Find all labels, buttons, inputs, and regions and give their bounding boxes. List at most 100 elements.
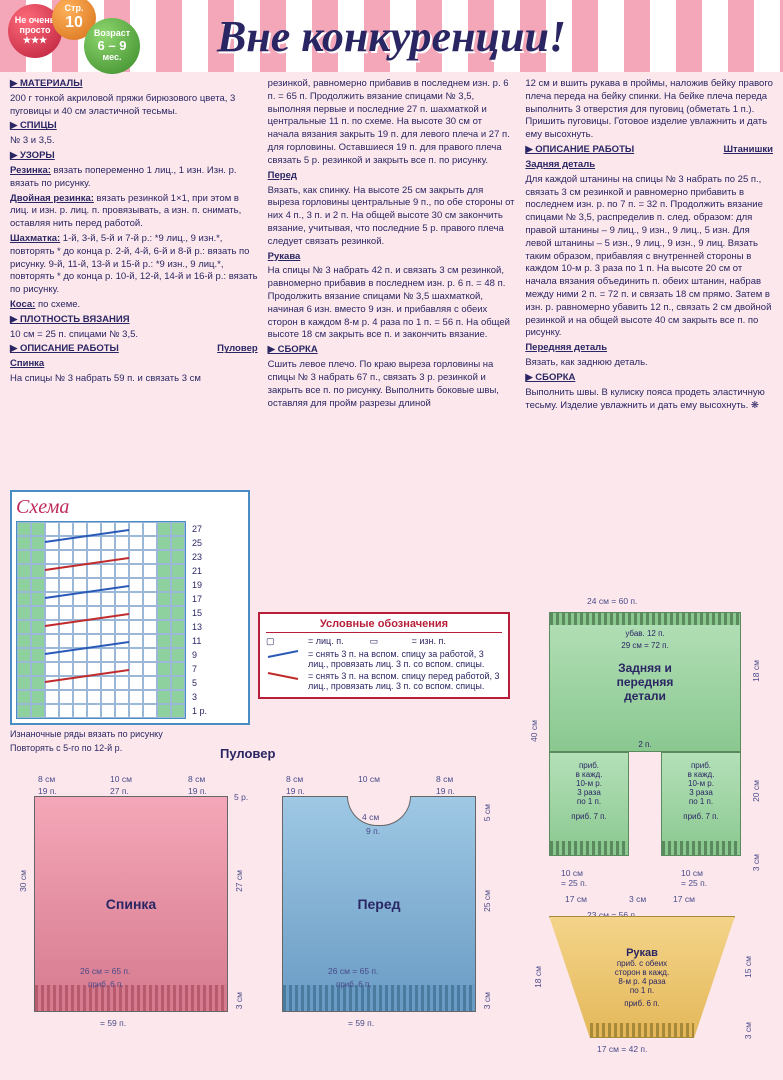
dim: по 1 п. xyxy=(630,986,654,995)
assembly2-head: ▶ СБОРКА xyxy=(525,372,575,383)
pants-pattern-area: 24 см = 60 п. убав. 12 п. 29 см = 72 п. … xyxy=(525,600,771,864)
dim: по 1 п. xyxy=(550,797,628,806)
dim: 10 см xyxy=(358,774,380,784)
dim: = 59 п. xyxy=(100,1018,126,1028)
dim: 5 р. xyxy=(234,792,248,802)
back-label: Спинка xyxy=(106,896,156,912)
gauge-head: ▶ ПЛОТНОСТЬ ВЯЗАНИЯ xyxy=(10,314,130,325)
dim: сторон в кажд. xyxy=(615,968,669,977)
rib-head: Резинка: xyxy=(10,165,51,176)
dim: приб. 6 п. xyxy=(624,999,660,1008)
dim: 18 см xyxy=(751,660,761,682)
check-head: Шахматка: xyxy=(10,233,60,244)
dim: 8 см xyxy=(188,774,205,784)
dim: по 1 п. xyxy=(662,797,740,806)
dim: 8-м р. 4 раза xyxy=(618,977,665,986)
patterns-head: ▶ УЗОРЫ xyxy=(10,150,55,161)
pants-piece: убав. 12 п. 29 см = 72 п. Задняя и перед… xyxy=(545,600,745,864)
dim: 18 см xyxy=(533,966,543,988)
dim: 19 п. xyxy=(286,786,305,796)
dim: 3 см xyxy=(629,894,646,904)
sleeve-text: На спицы № 3 набрать 42 п. и связать 3 с… xyxy=(268,265,516,342)
pullover-label: Пуловер xyxy=(217,343,258,356)
materials-text: 200 г тонкой акриловой пряжи бирюзового … xyxy=(10,93,258,119)
legend-box: Условные обозначения ▢ = лиц. п. ▭ = изн… xyxy=(258,612,510,699)
sleeve-pattern-area: 23 см = 56 п. Рукав приб. с обеих сторон… xyxy=(525,916,771,1038)
balloon-stars: ★★★ xyxy=(23,36,47,46)
dim: = 25 п. xyxy=(681,878,707,888)
needles-head: ▶ СПИЦЫ xyxy=(10,120,57,131)
dim: 26 см = 65 п. xyxy=(328,966,378,976)
gauge-text: 10 см = 25 п. спицами № 3,5. xyxy=(10,329,258,342)
dim: 17 см = 42 п. xyxy=(597,1044,647,1054)
materials-head: ▶ МАТЕРИАЛЫ xyxy=(10,78,83,89)
row-numbers: 27252321191715131197531 р. xyxy=(192,522,207,718)
dim: 19 п. xyxy=(188,786,207,796)
dim: 10 см xyxy=(110,774,132,784)
lic-icon: ▢ xyxy=(266,636,302,647)
dim: в кажд. xyxy=(662,770,740,779)
dim: 3 см xyxy=(751,854,761,871)
balloon-text: 10 xyxy=(65,14,83,32)
dim: приб. 7 п. xyxy=(662,812,740,821)
schema-note1: Изнаночные ряды вязать по рисунку xyxy=(10,729,290,739)
front-head: Перед xyxy=(268,170,297,181)
drib-head: Двойная резинка: xyxy=(10,193,94,204)
sleeve-piece: Рукав приб. с обеих сторон в кажд. 8-м р… xyxy=(549,916,735,1038)
dim: 20 см xyxy=(751,780,761,802)
schema-title: Схема xyxy=(16,496,244,519)
column-1: ▶ МАТЕРИАЛЫ 200 г тонкой акриловой пряжи… xyxy=(10,78,258,414)
dim: приб. 6 п. xyxy=(88,980,124,989)
legend-red: = снять 3 п. на вспом. спицу перед работ… xyxy=(308,671,502,691)
izn-icon: ▭ xyxy=(370,636,406,647)
dim: в кажд. xyxy=(550,770,628,779)
backd-text: Для каждой штанины на спицы № 3 набрать … xyxy=(525,174,773,341)
dim: 30 см xyxy=(18,870,28,892)
dim: 27 см xyxy=(234,870,244,892)
dim: 17 см xyxy=(565,894,587,904)
assembly-head: ▶ СБОРКА xyxy=(268,344,318,355)
front-label: Перед xyxy=(357,896,400,912)
frontd-text: Вязать, как заднюю деталь. xyxy=(525,357,773,370)
balloon-text: Стр. xyxy=(65,4,84,14)
schema-area: Схема 27252321191715131197531 р. Изнаноч… xyxy=(10,490,290,753)
col3-p1: 12 см и вшить рукава в проймы, наложив б… xyxy=(525,78,773,142)
dim: приб. xyxy=(662,761,740,770)
age-balloon: Возраст 6 – 9 мес. xyxy=(84,18,140,74)
pants-label: детали xyxy=(624,689,666,703)
text-columns: ▶ МАТЕРИАЛЫ 200 г тонкой акриловой пряжи… xyxy=(0,72,783,414)
dim: 10 см xyxy=(681,868,703,878)
legend-izn: = изн. п. xyxy=(412,636,446,646)
assembly2-text: Выполнить швы. В кулиску пояса продеть э… xyxy=(525,387,773,413)
pants-body: убав. 12 п. 29 см = 72 п. Задняя и перед… xyxy=(549,612,741,752)
pants-label: Задняя и xyxy=(618,661,672,675)
dim: 3 см xyxy=(743,1022,753,1039)
back-text: На спицы № 3 набрать 59 п. и связать 3 с… xyxy=(10,373,258,386)
dim: 19 п. xyxy=(436,786,455,796)
dim: приб. с обеих xyxy=(617,959,667,968)
dim: 4 см xyxy=(362,812,379,822)
dim: 5 см xyxy=(482,804,492,821)
dim: 40 см xyxy=(529,720,539,742)
pullover-title: Пуловер xyxy=(220,746,275,761)
back-piece: Спинка xyxy=(34,796,228,1012)
assembly-text: Сшить левое плечо. По краю выреза горлов… xyxy=(268,359,516,410)
pants-leg-right: приб. в кажд. 10-м р. 3 раза по 1 п. при… xyxy=(661,752,741,856)
column-2: резинкой, равномерно прибавив в последне… xyxy=(268,78,516,414)
legend-blue: = снять 3 п. на вспом. спицу за работой,… xyxy=(308,649,502,669)
work-head: ▶ ОПИСАНИЕ РАБОТЫ xyxy=(10,343,119,354)
balloon-text: 6 – 9 xyxy=(98,39,127,53)
needles-text: № 3 и 3,5. xyxy=(10,135,258,148)
frontd-head: Передняя деталь xyxy=(525,342,607,353)
dim: 8 см xyxy=(436,774,453,784)
dim: 3 см xyxy=(482,992,492,1009)
sleeve-shape: Рукав приб. с обеих сторон в кажд. 8-м р… xyxy=(549,916,735,1038)
dim: 8 см xyxy=(286,774,303,784)
dim: 17 см xyxy=(673,894,695,904)
dim: 8 см xyxy=(38,774,55,784)
back-head: Спинка xyxy=(10,358,44,369)
dim: 3 см xyxy=(234,992,244,1009)
dim: 29 см = 72 п. xyxy=(621,641,668,650)
pants-label: Штанишки xyxy=(723,144,773,157)
dim: = 59 п. xyxy=(348,1018,374,1028)
